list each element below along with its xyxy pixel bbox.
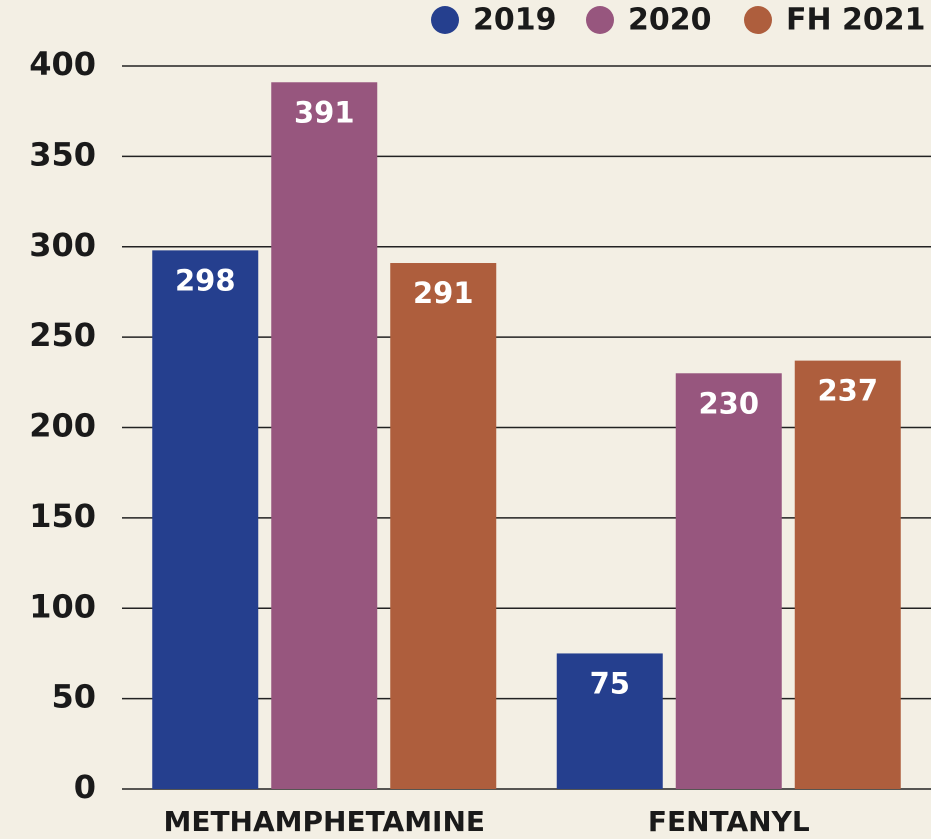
- y-tick-label: 50: [51, 678, 96, 716]
- y-tick-label: 300: [29, 226, 96, 264]
- legend-label: 2020: [628, 3, 712, 38]
- data-label: 237: [817, 374, 878, 408]
- legend-label: 2019: [473, 3, 557, 38]
- y-tick-label: 400: [29, 45, 96, 83]
- y-tick-label: 350: [29, 135, 96, 173]
- bar: [390, 263, 497, 790]
- y-tick-label: 250: [29, 316, 96, 354]
- y-tick-label: 150: [29, 497, 96, 535]
- y-tick-label: 0: [74, 768, 96, 806]
- data-label: 391: [294, 95, 355, 129]
- legend-swatch: [744, 6, 772, 34]
- bar: [152, 250, 259, 790]
- x-tick-label: METHAMPHETAMINE: [163, 805, 485, 838]
- data-label: 75: [590, 666, 630, 700]
- data-label: 298: [175, 263, 236, 297]
- bar: [675, 373, 782, 789]
- bar: [556, 653, 663, 789]
- legend-swatch: [586, 6, 614, 34]
- x-tick-label: FENTANYL: [648, 805, 810, 838]
- legend-swatch: [431, 6, 459, 34]
- bar: [794, 360, 901, 789]
- data-label: 230: [698, 386, 759, 420]
- data-label: 291: [413, 276, 474, 310]
- bar: [271, 82, 378, 789]
- legend-label: FH 2021: [786, 3, 926, 38]
- y-tick-label: 200: [29, 407, 96, 445]
- y-tick-label: 100: [29, 587, 96, 625]
